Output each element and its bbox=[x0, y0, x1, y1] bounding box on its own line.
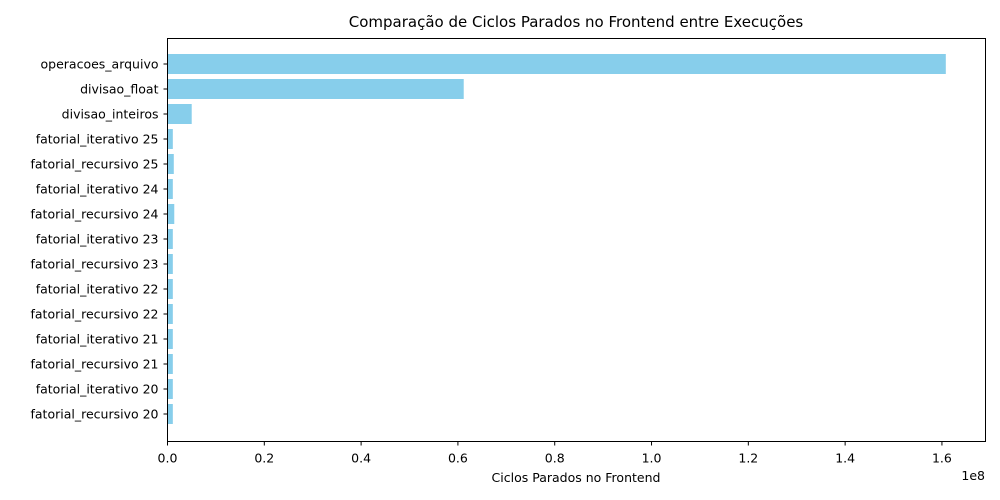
x-tick-label-0: 0.0 bbox=[158, 451, 178, 466]
bar-0 bbox=[167, 54, 946, 74]
y-tick-label-11: fatorial_iterativo 21 bbox=[36, 332, 159, 347]
x-axis-ticks: 0.0 0.2 0.4 0.6 0.8 1.0 1.2 1.4 1.6 bbox=[158, 441, 952, 466]
x-tick-label-7: 1.4 bbox=[835, 451, 855, 466]
bar-11 bbox=[167, 329, 173, 349]
x-axis-label: Ciclos Parados no Frontend bbox=[492, 470, 661, 485]
bar-7 bbox=[167, 229, 173, 249]
x-tick-label-3: 0.6 bbox=[448, 451, 468, 466]
bar-4 bbox=[167, 154, 174, 174]
y-tick-label-7: fatorial_iterativo 23 bbox=[36, 232, 159, 247]
y-axis-ticks: operacoes_arquivo divisao_float divisao_in… bbox=[30, 57, 168, 422]
y-tick-label-3: fatorial_iterativo 25 bbox=[36, 132, 159, 147]
y-tick-label-10: fatorial_recursivo 22 bbox=[30, 307, 158, 322]
y-tick-label-8: fatorial_recursivo 23 bbox=[30, 257, 158, 272]
y-tick-label-5: fatorial_iterativo 24 bbox=[36, 182, 159, 197]
bar-10 bbox=[167, 304, 173, 324]
x-tick-label-2: 0.4 bbox=[351, 451, 371, 466]
y-tick-label-13: fatorial_iterativo 20 bbox=[36, 382, 159, 397]
x-tick-label-1: 0.2 bbox=[254, 451, 274, 466]
y-tick-label-6: fatorial_recursivo 24 bbox=[30, 207, 158, 222]
bar-2 bbox=[167, 104, 192, 124]
x-tick-label-6: 1.2 bbox=[738, 451, 758, 466]
chart-title: Comparação de Ciclos Parados no Frontend… bbox=[349, 13, 804, 31]
y-tick-label-1: divisao_float bbox=[80, 82, 159, 97]
bar-13 bbox=[167, 379, 173, 399]
bar-14 bbox=[167, 404, 173, 424]
bar-3 bbox=[167, 129, 173, 149]
x-tick-label-4: 0.8 bbox=[545, 451, 565, 466]
bar-9 bbox=[167, 279, 173, 299]
y-tick-label-0: operacoes_arquivo bbox=[41, 57, 159, 72]
y-tick-label-2: divisao_inteiros bbox=[62, 107, 159, 122]
x-tick-label-8: 1.6 bbox=[932, 451, 952, 466]
bar-8 bbox=[167, 254, 173, 274]
y-tick-label-14: fatorial_recursivo 20 bbox=[30, 407, 158, 422]
x-axis-offset-text: 1e8 bbox=[961, 468, 985, 483]
bar-6 bbox=[167, 204, 175, 224]
x-tick-label-5: 1.0 bbox=[642, 451, 662, 466]
bar-5 bbox=[167, 179, 173, 199]
y-tick-label-9: fatorial_iterativo 22 bbox=[36, 282, 159, 297]
y-tick-label-4: fatorial_recursivo 25 bbox=[30, 157, 158, 172]
plot-frame bbox=[167, 38, 986, 442]
bars-group bbox=[167, 54, 946, 424]
y-tick-label-12: fatorial_recursivo 21 bbox=[30, 357, 158, 372]
bar-1 bbox=[167, 79, 464, 99]
bar-12 bbox=[167, 354, 173, 374]
